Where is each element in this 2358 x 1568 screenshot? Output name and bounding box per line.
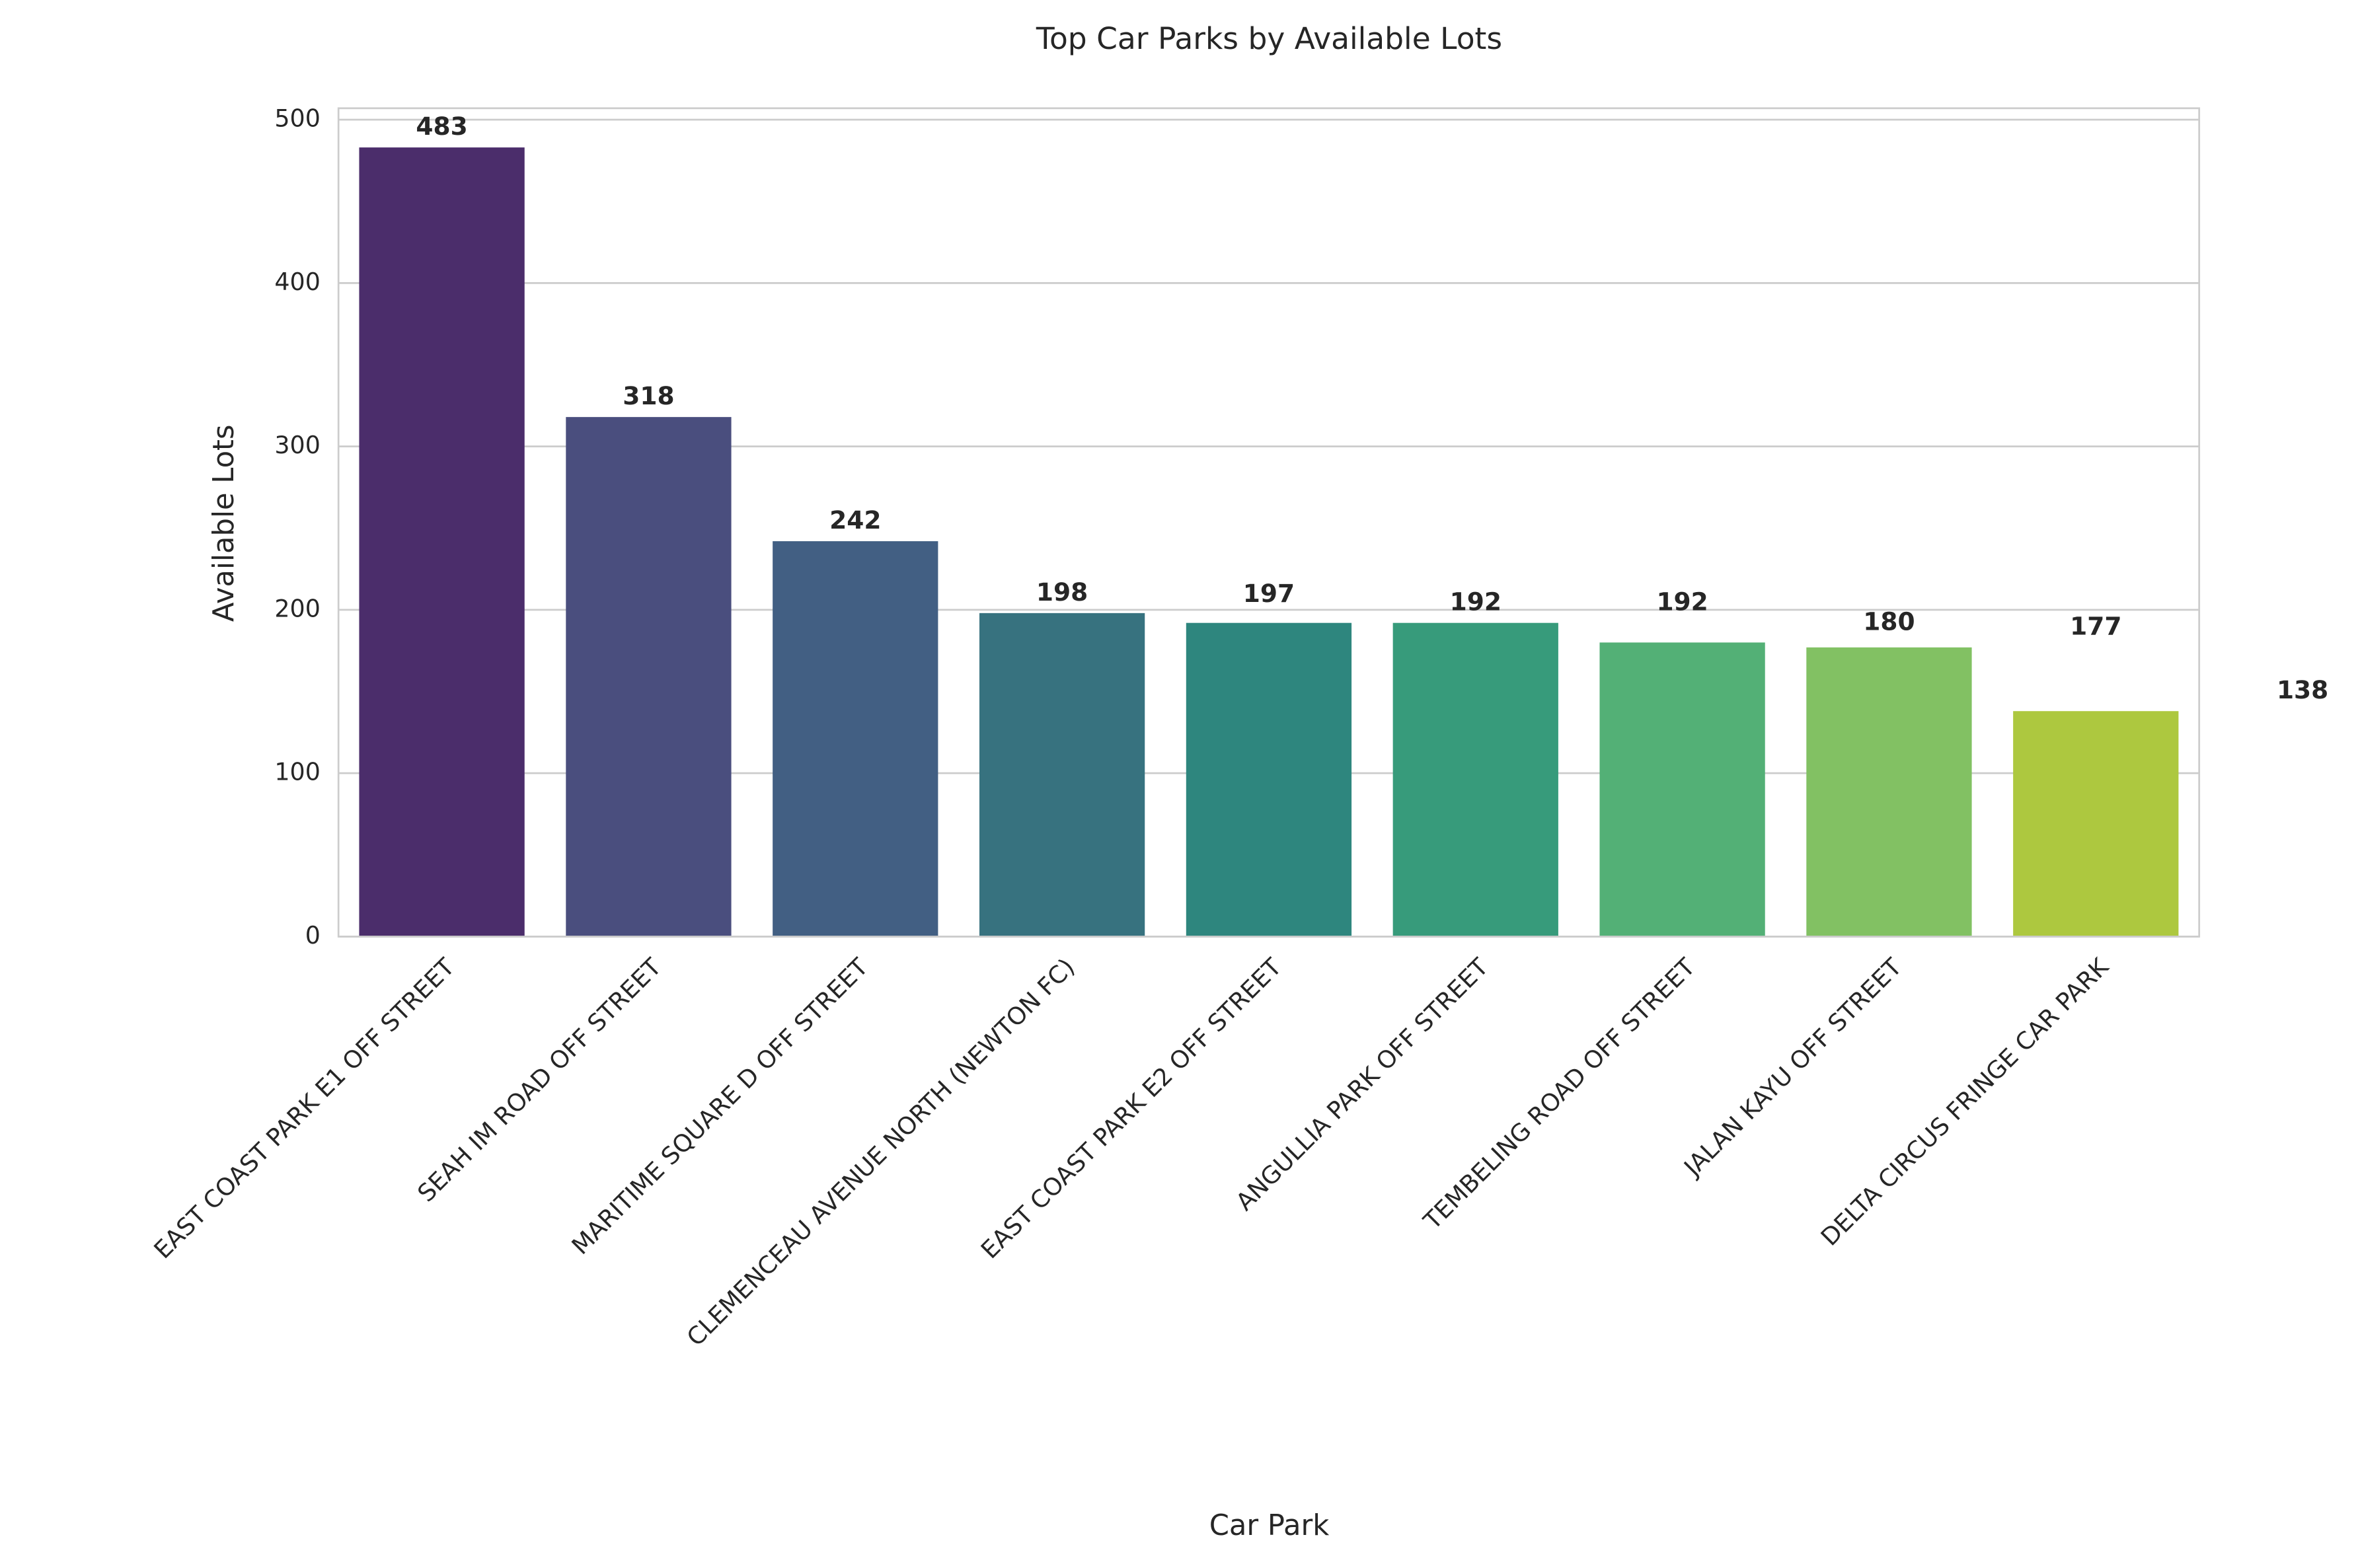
y-tick-label: 400 bbox=[274, 268, 320, 296]
x-tick-label: SEAH IM ROAD OFF STREET bbox=[412, 952, 667, 1207]
bar bbox=[979, 613, 1145, 937]
x-tick-label: EAST COAST PARK E1 OFF STREET bbox=[149, 952, 461, 1264]
y-tick-label: 0 bbox=[305, 921, 321, 950]
data-label: 177 bbox=[2070, 612, 2121, 641]
x-tick-label: ANGULLIA PARK OFF STREET bbox=[1231, 952, 1494, 1216]
axes-frame bbox=[337, 107, 2201, 938]
y-tick-label: 100 bbox=[274, 758, 320, 786]
y-tick-label: 200 bbox=[274, 594, 320, 622]
y-tick-label: 300 bbox=[274, 431, 320, 459]
data-label: 198 bbox=[1036, 578, 1088, 607]
data-label: 197 bbox=[1243, 579, 1295, 608]
x-tick-label: JALAN KAYU OFF STREET bbox=[1677, 952, 1907, 1182]
y-axis-label: Available Lots bbox=[208, 424, 241, 622]
bar bbox=[359, 147, 525, 937]
bar bbox=[566, 417, 732, 937]
bar bbox=[773, 541, 938, 937]
chart-title: Top Car Parks by Available Lots bbox=[1036, 21, 1502, 56]
data-label: 138 bbox=[2277, 675, 2328, 704]
data-label: 180 bbox=[1863, 607, 1915, 636]
data-label: 192 bbox=[1656, 587, 1708, 616]
data-label: 483 bbox=[416, 112, 467, 141]
bar bbox=[1186, 622, 1352, 937]
bar bbox=[1806, 647, 1972, 937]
bar bbox=[1392, 622, 1558, 937]
bar bbox=[2013, 711, 2179, 937]
bar bbox=[1599, 642, 1765, 937]
data-label: 192 bbox=[1450, 587, 1502, 616]
data-label: 242 bbox=[829, 505, 881, 535]
x-tick-label: CLEMENCEAU AVENUE NORTH (NEWTON FC) bbox=[681, 953, 1081, 1352]
data-label: 318 bbox=[623, 381, 674, 410]
y-tick-label: 500 bbox=[274, 104, 320, 133]
x-axis-label: Car Park bbox=[1209, 1509, 1330, 1542]
